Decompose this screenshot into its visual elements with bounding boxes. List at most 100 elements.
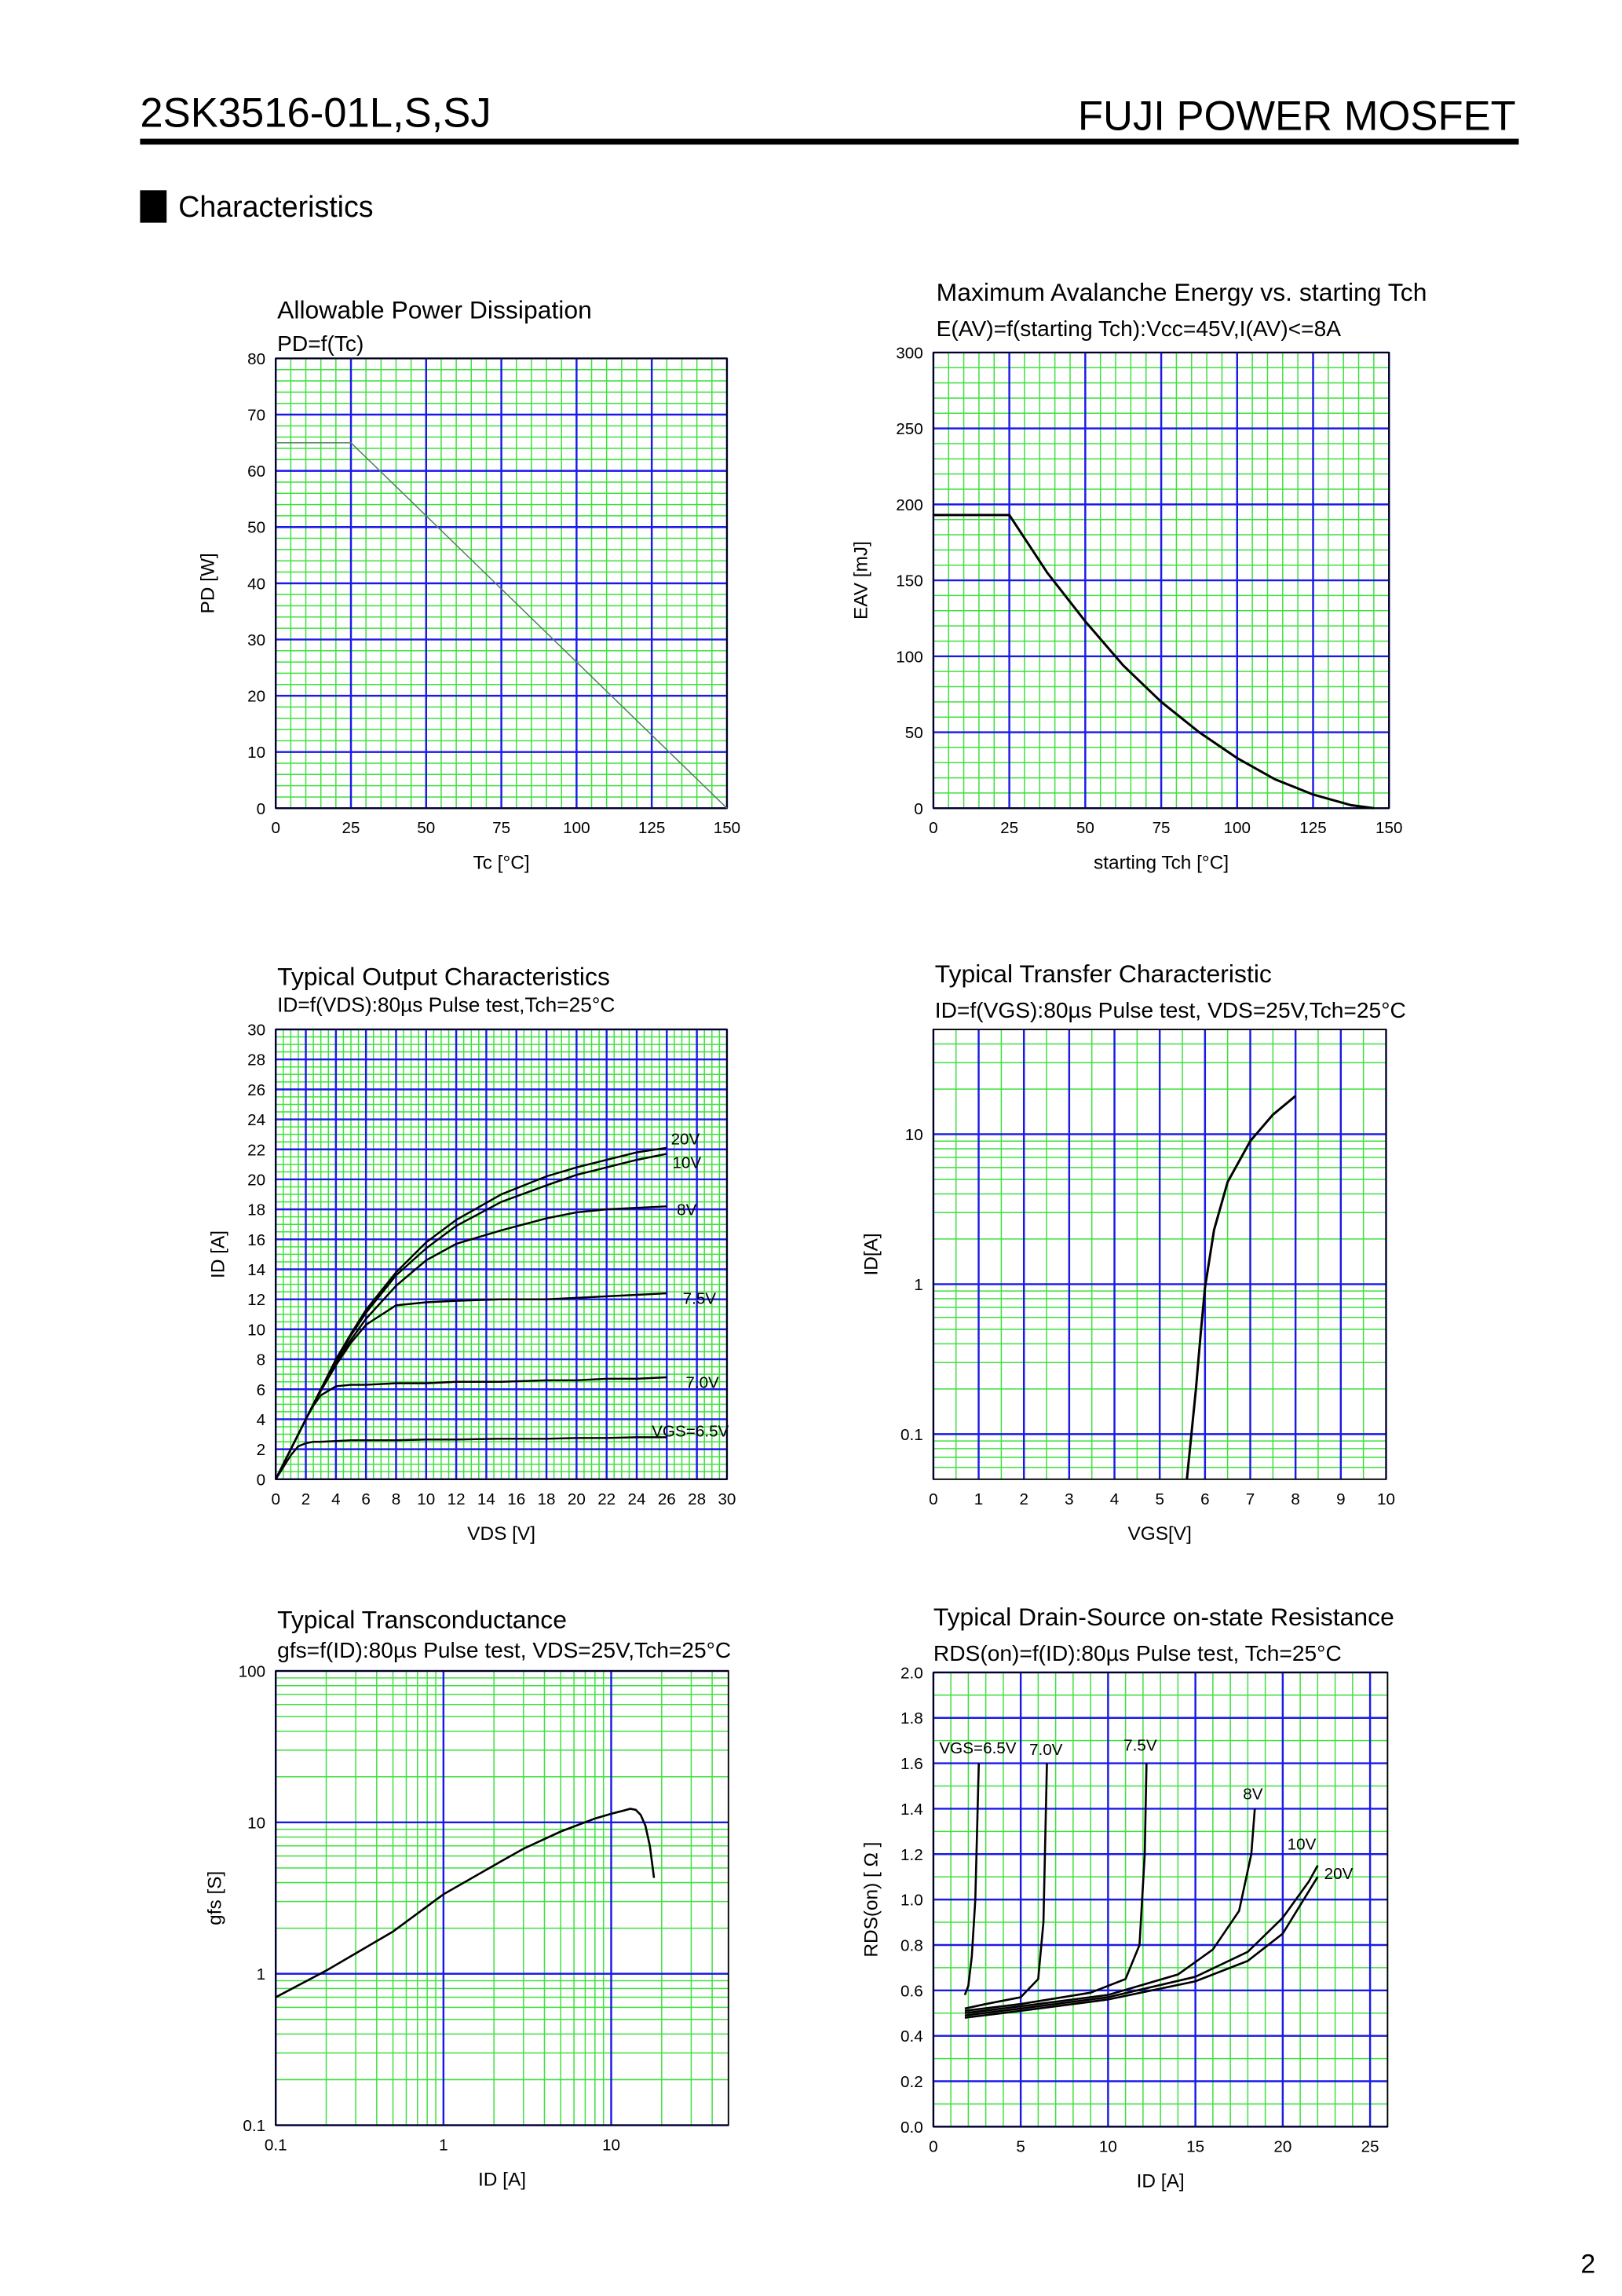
x-tick-label: 25 [1361,2137,1379,2155]
x-tick-label: 0 [271,819,279,837]
y-tick-label: 20 [247,688,265,706]
data-line [1185,1095,1297,1479]
series-label: VGS=6.5V [939,1739,1016,1757]
y-tick-label: 250 [896,420,922,438]
y-tick-label: 50 [905,724,923,742]
y-tick-label: 6 [257,1381,266,1399]
x-tick-label: 0 [271,1490,279,1508]
brand: FUJI POWER MOSFET [1078,93,1516,139]
y-tick-label: 80 [247,350,265,368]
data-line [964,1763,1148,2013]
x-tick-label: 14 [477,1490,495,1508]
y-tick-label: 18 [247,1201,265,1219]
data-line [276,442,728,809]
y-tick-label: 40 [247,575,265,593]
x-tick-label: 10 [602,2136,620,2154]
y-tick-label: 60 [247,462,265,481]
x-tick-label: 1 [439,2136,448,2154]
y-tick-label: 0.1 [901,1426,923,1444]
y-tick-label: 1.6 [901,1755,923,1773]
series-label: 10V [672,1154,701,1172]
x-tick-label: 20 [568,1490,586,1508]
x-tick-label: 30 [718,1490,736,1508]
y-tick-label: 0.2 [901,2073,923,2091]
data-line [275,1436,667,1480]
x-tick-label: 125 [1299,819,1326,837]
x-tick-label: 9 [1336,1490,1346,1508]
chart-subtitle: ID=f(VGS):80µs Pulse test, VDS=25V,Tch=2… [935,997,1406,1022]
y-tick-label: 0.6 [901,1982,923,2000]
y-axis-label: RDS(on) [ Ω ] [861,1842,882,1958]
y-tick-label: 0 [914,800,923,818]
x-tick-label: 5 [1155,1490,1164,1508]
chart-subtitle: PD=f(Tc) [277,331,363,356]
y-tick-label: 1 [257,1965,266,1983]
x-tick-label: 100 [1224,819,1251,837]
plot-frame [932,1029,1387,1480]
y-tick-label: 0.8 [901,1936,923,1954]
y-tick-label: 30 [247,631,265,649]
x-tick-label: 2 [1019,1490,1028,1508]
data-line [275,1376,667,1480]
y-tick-label: 24 [247,1111,265,1129]
series-label: 20V [1324,1865,1353,1883]
y-tick-label: 10 [247,1321,265,1339]
y-tick-label: 0 [257,800,266,818]
y-tick-label: 0.0 [901,2119,923,2137]
x-tick-label: 7 [1246,1490,1255,1508]
series-label: 7.5V [683,1289,717,1307]
x-tick-label: 150 [1375,819,1402,837]
y-tick-label: 22 [247,1141,265,1159]
y-tick-label: 12 [247,1291,265,1309]
x-tick-label: 2 [301,1490,311,1508]
y-axis-label: PD [W] [197,553,218,613]
data-line [964,1876,1319,2019]
data-line [964,1808,1256,2015]
plot-area [276,1671,729,2126]
y-tick-label: 30 [247,1022,265,1040]
plot-frame [932,1671,1389,2128]
y-tick-label: 0 [257,1471,266,1489]
y-tick-label: 26 [247,1081,265,1099]
x-tick-label: 150 [714,819,740,837]
y-tick-label: 10 [247,1814,265,1832]
x-tick-label: 15 [1186,2137,1204,2155]
x-tick-label: 8 [1291,1490,1300,1508]
x-tick-label: 4 [331,1490,340,1508]
x-tick-label: 25 [342,819,360,837]
x-tick-label: 25 [1000,819,1018,837]
y-tick-label: 20 [247,1171,265,1189]
x-tick-label: 6 [1200,1490,1210,1508]
data-line [964,1763,1048,2010]
y-tick-label: 14 [247,1261,265,1279]
plot-frame [275,1029,728,1480]
data-line [275,1808,656,1998]
x-tick-label: 22 [597,1490,616,1508]
x-tick-label: 18 [538,1490,556,1508]
x-tick-label: 0 [929,1490,937,1508]
x-tick-label: 3 [1065,1490,1074,1508]
chart-title: Allowable Power Dissipation [277,296,592,324]
y-tick-label: 1.0 [901,1892,923,1910]
x-tick-label: 1 [974,1490,984,1508]
series-label: 8V [1243,1785,1262,1803]
y-tick-label: 100 [896,648,922,666]
x-tick-label: 24 [628,1490,646,1508]
chart-title: Maximum Avalanche Energy vs. starting Tc… [937,278,1427,306]
x-axis-label: VDS [V] [467,1523,535,1545]
data-line [933,514,1375,810]
y-tick-label: 150 [896,572,922,590]
part-number: 2SK3516-01L,S,SJ [140,90,491,137]
chart-title: Typical Transfer Characteristic [935,960,1272,988]
x-tick-label: 4 [1110,1490,1120,1508]
series-label: VGS=6.5V [652,1422,729,1440]
y-tick-label: 0.1 [243,2117,265,2135]
x-tick-label: 50 [1076,819,1094,837]
x-tick-label: 6 [361,1490,371,1508]
chart-subtitle: E(AV)=f(starting Tch):Vcc=45V,I(AV)<=8A [937,316,1342,341]
y-tick-label: 0.4 [901,2027,923,2046]
x-tick-label: 125 [638,819,665,837]
plot-frame [932,351,1390,810]
